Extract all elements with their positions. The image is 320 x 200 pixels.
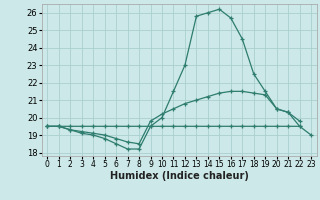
X-axis label: Humidex (Indice chaleur): Humidex (Indice chaleur) xyxy=(110,171,249,181)
